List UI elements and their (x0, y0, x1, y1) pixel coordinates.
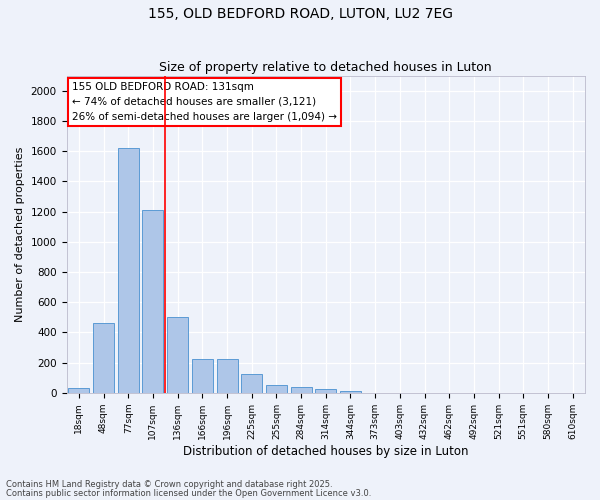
Bar (192, 359, 213, 393)
Bar (266, 386, 287, 393)
Bar (68, 388, 89, 393)
Bar (118, 148, 139, 393)
Text: 155, OLD BEDFORD ROAD, LUTON, LU2 7EG: 155, OLD BEDFORD ROAD, LUTON, LU2 7EG (148, 8, 452, 22)
Text: Contains HM Land Registry data © Crown copyright and database right 2025.: Contains HM Land Registry data © Crown c… (6, 480, 332, 489)
Bar (290, 387, 311, 393)
Bar (340, 390, 361, 393)
X-axis label: Distribution of detached houses by size in Luton: Distribution of detached houses by size … (183, 444, 469, 458)
Bar (315, 389, 336, 393)
Y-axis label: Number of detached properties: Number of detached properties (15, 146, 25, 322)
Title: Size of property relative to detached houses in Luton: Size of property relative to detached ho… (160, 62, 492, 74)
Text: 155 OLD BEDFORD ROAD: 131sqm
← 74% of detached houses are smaller (3,121)
26% of: 155 OLD BEDFORD ROAD: 131sqm ← 74% of de… (72, 82, 337, 122)
Bar (93, 324, 114, 393)
Bar (217, 359, 238, 393)
Bar (142, 210, 163, 393)
Bar (241, 374, 262, 393)
Bar (167, 316, 188, 393)
Text: Contains public sector information licensed under the Open Government Licence v3: Contains public sector information licen… (6, 489, 371, 498)
